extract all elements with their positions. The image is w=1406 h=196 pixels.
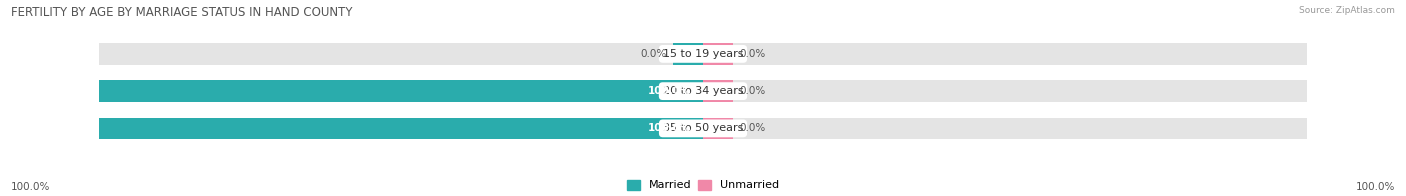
- Text: 0.0%: 0.0%: [641, 49, 666, 59]
- Text: 0.0%: 0.0%: [740, 49, 765, 59]
- Bar: [98, 43, 1308, 65]
- Text: Source: ZipAtlas.com: Source: ZipAtlas.com: [1299, 6, 1395, 15]
- Bar: [98, 118, 703, 139]
- Bar: [673, 43, 703, 65]
- Text: FERTILITY BY AGE BY MARRIAGE STATUS IN HAND COUNTY: FERTILITY BY AGE BY MARRIAGE STATUS IN H…: [11, 6, 353, 19]
- Text: 100.0%: 100.0%: [647, 123, 690, 133]
- Text: 20 to 34 years: 20 to 34 years: [662, 86, 744, 96]
- Text: 0.0%: 0.0%: [740, 86, 765, 96]
- Text: 100.0%: 100.0%: [1355, 182, 1395, 192]
- Bar: [98, 80, 1308, 102]
- Text: 35 to 50 years: 35 to 50 years: [662, 123, 744, 133]
- Bar: [703, 43, 733, 65]
- Text: 15 to 19 years: 15 to 19 years: [662, 49, 744, 59]
- Text: 100.0%: 100.0%: [647, 86, 690, 96]
- Bar: [703, 118, 733, 139]
- Bar: [673, 80, 703, 102]
- Bar: [98, 118, 1308, 139]
- Legend: Married, Unmarried: Married, Unmarried: [627, 180, 779, 191]
- Bar: [98, 80, 703, 102]
- Bar: [673, 118, 703, 139]
- Text: 100.0%: 100.0%: [11, 182, 51, 192]
- Bar: [703, 80, 733, 102]
- Text: 0.0%: 0.0%: [740, 123, 765, 133]
